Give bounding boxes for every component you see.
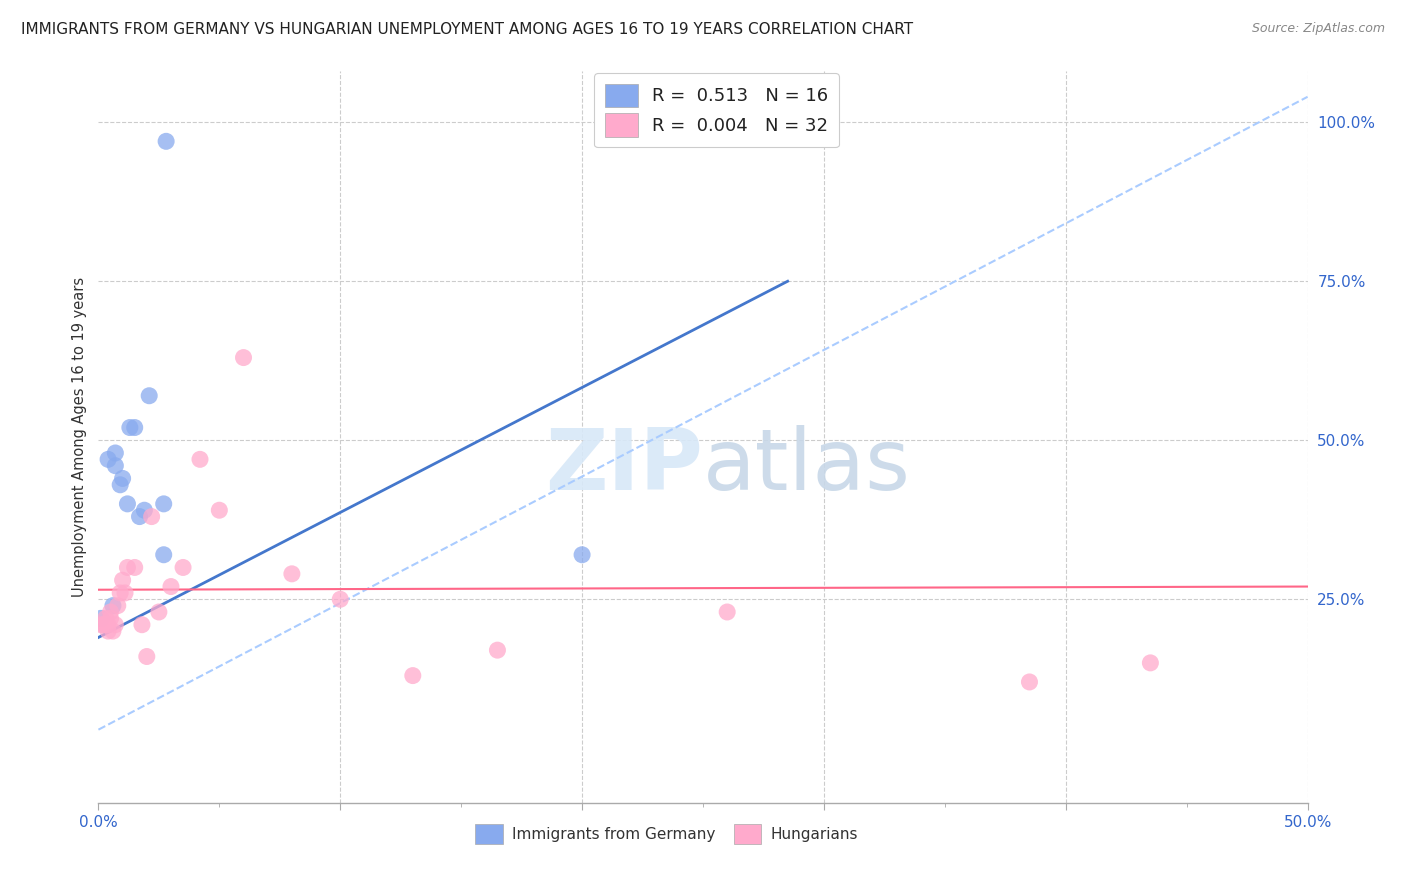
- Point: [118, 420, 141, 434]
- Point: [107, 599, 129, 613]
- Point: [101, 624, 124, 638]
- Point: [97, 617, 120, 632]
- Point: [104, 446, 127, 460]
- Point: [716, 605, 738, 619]
- Point: [571, 548, 593, 562]
- Point: [1018, 675, 1040, 690]
- Point: [108, 586, 131, 600]
- Point: [148, 605, 170, 619]
- Point: [152, 548, 174, 562]
- Text: Source: ZipAtlas.com: Source: ZipAtlas.com: [1251, 22, 1385, 36]
- Point: [111, 573, 134, 587]
- Point: [108, 477, 131, 491]
- Point: [90, 617, 112, 632]
- Point: [124, 560, 146, 574]
- Point: [134, 503, 156, 517]
- Point: [172, 560, 194, 574]
- Point: [141, 509, 163, 524]
- Y-axis label: Unemployment Among Ages 16 to 19 years: Unemployment Among Ages 16 to 19 years: [72, 277, 87, 597]
- Point: [117, 560, 139, 574]
- Point: [155, 134, 177, 148]
- Point: [329, 592, 352, 607]
- Point: [97, 452, 120, 467]
- Point: [91, 617, 114, 632]
- Point: [94, 611, 117, 625]
- Text: ZIP: ZIP: [546, 425, 703, 508]
- Point: [90, 611, 112, 625]
- Text: IMMIGRANTS FROM GERMANY VS HUNGARIAN UNEMPLOYMENT AMONG AGES 16 TO 19 YEARS CORR: IMMIGRANTS FROM GERMANY VS HUNGARIAN UNE…: [21, 22, 914, 37]
- Point: [152, 497, 174, 511]
- Point: [124, 420, 146, 434]
- Point: [94, 617, 117, 632]
- Point: [104, 617, 127, 632]
- Point: [160, 580, 183, 594]
- Legend: Immigrants from Germany, Hungarians: Immigrants from Germany, Hungarians: [470, 818, 865, 850]
- Point: [138, 389, 160, 403]
- Point: [128, 509, 150, 524]
- Point: [100, 605, 122, 619]
- Point: [135, 649, 157, 664]
- Point: [232, 351, 254, 365]
- Point: [97, 624, 120, 638]
- Point: [281, 566, 304, 581]
- Point: [101, 599, 124, 613]
- Point: [104, 458, 127, 473]
- Point: [1139, 656, 1161, 670]
- Point: [208, 503, 231, 517]
- Point: [486, 643, 509, 657]
- Point: [117, 497, 139, 511]
- Point: [100, 611, 122, 625]
- Point: [114, 586, 136, 600]
- Point: [111, 471, 134, 485]
- Point: [188, 452, 211, 467]
- Text: atlas: atlas: [703, 425, 911, 508]
- Point: [402, 668, 425, 682]
- Point: [131, 617, 153, 632]
